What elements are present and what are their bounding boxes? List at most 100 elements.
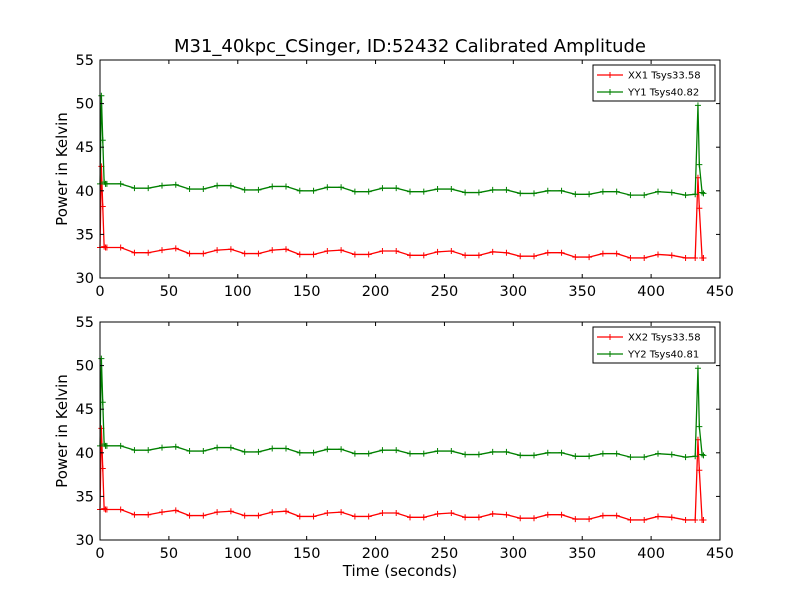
data-point (241, 250, 248, 257)
data-point (117, 442, 124, 449)
data-point (365, 251, 372, 258)
subplot-top: 0 50 100 150 200 250 300 350 400 450 30 35 40 45 50 55 P… (53, 53, 734, 300)
data-point (407, 188, 413, 195)
data-point (227, 182, 234, 189)
data-point (627, 516, 634, 523)
data-point (586, 516, 593, 523)
data-point (448, 186, 455, 193)
data-point (186, 512, 193, 519)
data-point (655, 513, 661, 520)
legend-marker (607, 351, 613, 357)
subplot-bottom: 0 50 100 150 200 250 300 350 400 450 30 35 40 45 50 55 P… (53, 315, 734, 580)
data-point (145, 511, 152, 518)
data-point (503, 249, 510, 256)
data-point (241, 448, 248, 455)
data-point (103, 442, 110, 449)
data-point (448, 509, 455, 516)
y-tick-label: 50 (76, 97, 94, 113)
data-point (462, 514, 469, 521)
data-point (269, 445, 276, 452)
data-point (393, 247, 400, 254)
data-point (379, 185, 386, 192)
data-point (694, 365, 701, 372)
data-point (692, 516, 699, 523)
series-markers-2 (97, 355, 707, 461)
data-point (351, 188, 358, 195)
data-point (200, 186, 207, 193)
data-point (379, 247, 386, 254)
data-point (420, 514, 427, 521)
data-point (696, 423, 703, 430)
x-tick-label: 400 (637, 284, 665, 300)
data-point (700, 190, 707, 197)
data-point (283, 246, 289, 253)
y-tick-label: 45 (76, 402, 94, 418)
data-point (586, 191, 593, 198)
data-point (503, 511, 510, 518)
data-point (517, 452, 524, 459)
data-point (407, 252, 413, 259)
data-point (696, 467, 703, 474)
x-axis: 0 50 100 150 200 250 300 350 400 450 (95, 60, 734, 300)
data-point (310, 513, 317, 520)
x-tick-label: 450 (706, 546, 734, 562)
series-markers-1 (97, 163, 707, 261)
y-tick-label: 55 (76, 315, 94, 331)
data-point (434, 510, 441, 517)
legend-marker (607, 72, 613, 78)
data-point (172, 507, 179, 514)
data-point (544, 449, 551, 456)
x-tick-label: 200 (362, 546, 390, 562)
data-point (682, 254, 689, 261)
data-point (98, 92, 105, 99)
data-point (99, 203, 106, 210)
y-tick-label: 45 (76, 140, 94, 156)
y-tick-label: 40 (76, 446, 94, 462)
y-tick-label: 30 (76, 533, 94, 549)
data-point (255, 250, 262, 257)
y-tick-label: 30 (76, 271, 94, 287)
data-point (572, 453, 579, 460)
data-point (269, 509, 276, 516)
data-point (310, 187, 317, 194)
y-tick-label: 55 (76, 53, 94, 69)
data-point (668, 514, 675, 521)
data-point (475, 252, 482, 259)
data-point (407, 450, 413, 457)
x-tick-label: 100 (224, 284, 252, 300)
legend: XX2 Tsys33.58 YY2 Tsys40.81 (592, 326, 716, 364)
data-point (489, 186, 496, 193)
data-point (434, 248, 441, 255)
data-point (338, 247, 345, 254)
data-point (668, 451, 675, 458)
data-point (103, 244, 110, 251)
data-point (531, 190, 537, 197)
data-point (700, 452, 707, 459)
legend-label: XX2 Tsys33.58 (628, 333, 701, 344)
data-point (544, 511, 551, 518)
data-point (517, 190, 524, 197)
data-point (159, 247, 165, 254)
data-point (145, 185, 152, 192)
data-point (448, 448, 455, 455)
legend-label: YY2 Tsys40.81 (627, 350, 699, 361)
y-tick-label: 35 (76, 227, 94, 243)
data-point (462, 189, 469, 196)
x-tick-label: 250 (431, 546, 459, 562)
data-point (172, 443, 179, 450)
data-point (351, 513, 358, 520)
data-point (255, 448, 262, 455)
data-point (255, 512, 262, 519)
data-point (131, 511, 138, 518)
data-point (503, 186, 510, 193)
y-axis-label: Power in Kelvin (53, 374, 71, 488)
data-point (599, 250, 606, 257)
data-point (641, 454, 648, 461)
data-point (338, 184, 345, 191)
legend: XX1 Tsys33.58 YY1 Tsys40.82 (592, 64, 716, 102)
y-axis: 30 35 40 45 50 55 (76, 315, 720, 549)
data-point (227, 508, 234, 515)
data-point (531, 515, 537, 522)
data-point (324, 446, 331, 453)
